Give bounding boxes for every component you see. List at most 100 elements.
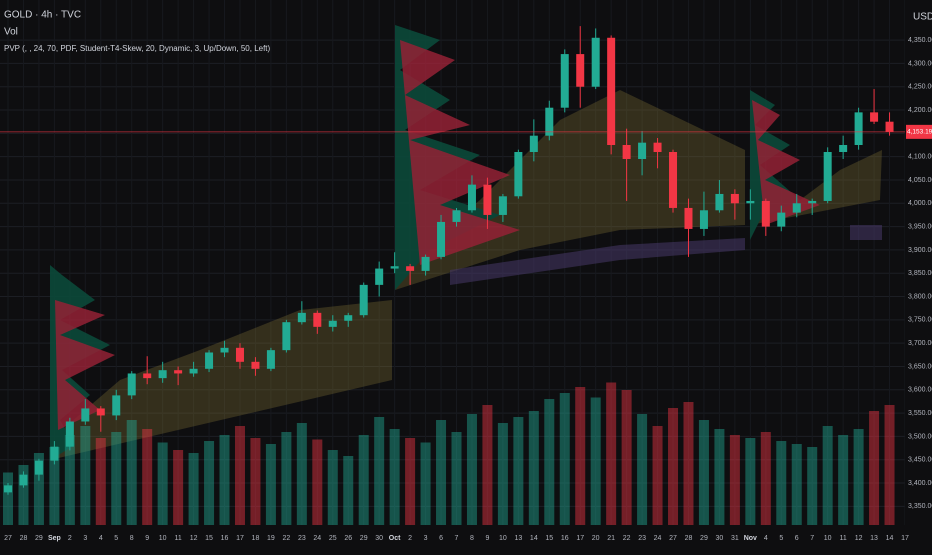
volume-profile [400, 40, 520, 265]
x-tick-label: 16 [221, 535, 229, 542]
x-tick-label: 10 [159, 535, 167, 542]
x-tick-label: 8 [130, 535, 134, 542]
x-tick-label: 29 [360, 535, 368, 542]
candle-body [467, 184, 476, 211]
x-tick-label: 10 [824, 535, 832, 542]
candle-body [529, 135, 538, 152]
candle-body [545, 107, 554, 136]
candle-body [854, 112, 863, 146]
candle-body [746, 200, 755, 204]
volume-bar [281, 432, 292, 525]
volume-bar [869, 411, 880, 525]
candle-body [50, 446, 59, 461]
candle-body [158, 370, 167, 379]
volume-bar [64, 435, 75, 525]
x-tick-label: 17 [236, 535, 244, 542]
volume-bar [327, 450, 338, 525]
x-tick-label: 4 [764, 535, 768, 542]
last-price-label: 4,153.190 [907, 129, 932, 136]
candle-body [699, 210, 708, 229]
x-tick-label: 28 [685, 535, 693, 542]
candle-body [112, 395, 121, 416]
candle-body [777, 212, 786, 227]
x-tick-label: 25 [329, 535, 337, 542]
volume-bar [668, 408, 679, 525]
candle-body [870, 112, 879, 122]
volume-bar [49, 447, 60, 525]
volume-layer [3, 382, 895, 525]
last-price-tag [906, 124, 932, 139]
volume-bar [807, 447, 818, 525]
candle-body [127, 373, 136, 396]
x-tick-label: 24 [313, 535, 321, 542]
x-tick-label: 16 [561, 535, 569, 542]
currency: USD [913, 12, 932, 23]
x-tick-label: 12 [855, 535, 863, 542]
candle-body [251, 361, 260, 369]
y-tick-label: 4,050.000 [908, 177, 932, 184]
x-tick-label: 9 [145, 535, 149, 542]
volume-bar [590, 397, 601, 525]
volume-bar [405, 438, 416, 525]
candle-body [638, 142, 647, 159]
candle-body [205, 352, 214, 369]
volume-bar [374, 417, 385, 525]
x-tick-label: 8 [470, 535, 474, 542]
volume-bar [173, 450, 184, 525]
y-tick-label: 4,100.000 [908, 154, 932, 161]
x-tick-label: 23 [298, 535, 306, 542]
x-tick-label: 2 [408, 535, 412, 542]
x-tick-label: 10 [499, 535, 507, 542]
candle-body [684, 207, 693, 229]
volume-bar [513, 417, 524, 525]
x-tick-label: 27 [4, 535, 12, 542]
profile-overlays [50, 25, 882, 460]
x-tick-label: 6 [439, 535, 443, 542]
x-tick-label: 4 [99, 535, 103, 542]
candle-body [313, 312, 322, 327]
value-band [50, 300, 392, 460]
time-axis [0, 525, 932, 550]
x-tick-label: 19 [267, 535, 275, 542]
y-tick-label: 3,900.000 [908, 247, 932, 254]
volume-bar [745, 438, 756, 525]
x-tick-label: 22 [282, 535, 290, 542]
y-tick-label: 3,400.000 [908, 480, 932, 487]
x-tick-label: 26 [344, 535, 352, 542]
candle-body [421, 256, 430, 271]
candle-body [81, 408, 90, 422]
candle-body [4, 485, 12, 493]
candle-body [65, 421, 74, 447]
candle-body [19, 474, 28, 486]
x-tick-label: 13 [870, 535, 878, 542]
symbol-title: GOLD · 4h · TVC [4, 10, 81, 21]
x-tick-label: 3 [83, 535, 87, 542]
candle-body [406, 266, 415, 271]
y-tick-label: 4,250.000 [908, 84, 932, 91]
volume-bar [482, 405, 493, 525]
candle-body [839, 145, 848, 152]
candle-body [808, 200, 817, 204]
candle-body [669, 151, 678, 208]
volume-bar [729, 435, 740, 525]
volume-bar [451, 432, 462, 525]
x-tick-label: 22 [623, 535, 631, 542]
candle-body [344, 315, 353, 321]
volume-bar [265, 444, 276, 525]
x-tick-label: Oct [389, 535, 401, 542]
volume-bar [497, 423, 508, 525]
volume-bar [714, 429, 725, 525]
candle-body [885, 121, 894, 132]
candle-body [359, 284, 368, 316]
volume-bar [343, 456, 354, 525]
x-tick-label: 24 [654, 535, 662, 542]
x-tick-label: 14 [530, 535, 538, 542]
volume-bar [234, 426, 245, 525]
volume-bar [204, 441, 215, 525]
volume-bar [760, 432, 771, 525]
volume-bar [776, 441, 787, 525]
volume-bar [652, 426, 663, 525]
candle-body [792, 203, 801, 213]
candle-body [761, 200, 770, 227]
